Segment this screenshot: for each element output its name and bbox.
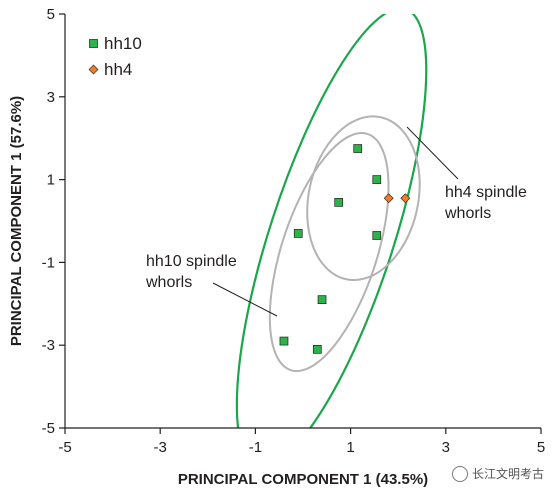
annotation-hh10: hh10 spindle whorls	[145, 253, 278, 317]
point-hh10	[334, 198, 344, 207]
legend-marker-hh4	[88, 64, 99, 75]
point-hh10	[317, 295, 327, 305]
annotation-hh4: hh4 spindle whorls	[406, 126, 527, 222]
watermark-text: 长江文明考古	[471, 467, 544, 481]
x-tick-label: -1	[249, 439, 262, 456]
legend-label-hh10: hh10	[104, 34, 142, 53]
wechat-icon	[451, 465, 468, 482]
x-tick-label: 1	[346, 439, 354, 456]
point-hh10	[312, 344, 322, 354]
ellipse-hh10-outer	[235, 14, 428, 428]
legend-marker-hh10	[89, 39, 98, 48]
point-hh4	[400, 193, 411, 204]
y-tick-label: 3	[47, 89, 55, 106]
x-tick-label: 3	[442, 439, 450, 456]
point-hh10	[279, 336, 289, 346]
y-tick-label: 5	[47, 6, 55, 23]
legend: hh10 hh4	[88, 34, 142, 79]
y-tick-label: -1	[42, 254, 55, 271]
point-hh4	[383, 193, 394, 204]
point-hh10	[372, 231, 382, 240]
y-tick-label: -5	[42, 420, 55, 437]
x-axis-title: PRINCIPAL COMPONENT 1 (43.5%)	[178, 471, 428, 488]
data-points	[279, 144, 411, 354]
ellipse-hh4-inner	[306, 115, 421, 282]
watermark: 长江文明考古	[451, 465, 544, 482]
point-hh10	[372, 175, 382, 184]
annotation-hh4-line2: whorls	[444, 205, 491, 222]
point-hh10	[353, 144, 363, 153]
x-tick-label: 5	[537, 439, 545, 456]
ellipse-hh10-inner	[268, 132, 390, 373]
annotation-hh10-line1: hh10 spindle	[146, 253, 237, 270]
y-tick-label: -3	[42, 337, 55, 354]
annotation-leader-hh4	[406, 126, 459, 180]
y-tick-label: 1	[47, 172, 55, 189]
x-tick-label: -3	[154, 439, 167, 456]
axes: -5 -3 -1 1 3 5 5 3 1 -1 -3 -5	[42, 6, 546, 456]
annotation-hh10-line2: whorls	[145, 274, 192, 291]
x-tick-label: -5	[58, 439, 71, 456]
legend-label-hh4: hh4	[104, 60, 132, 79]
annotation-hh4-line1: hh4 spindle	[445, 184, 527, 201]
annotation-leader-hh10	[212, 282, 278, 317]
point-hh10	[293, 229, 303, 238]
y-axis-title: PRINCIPAL COMPONENT 1 (57.6%)	[8, 96, 25, 346]
ellipse-layer	[235, 14, 428, 428]
